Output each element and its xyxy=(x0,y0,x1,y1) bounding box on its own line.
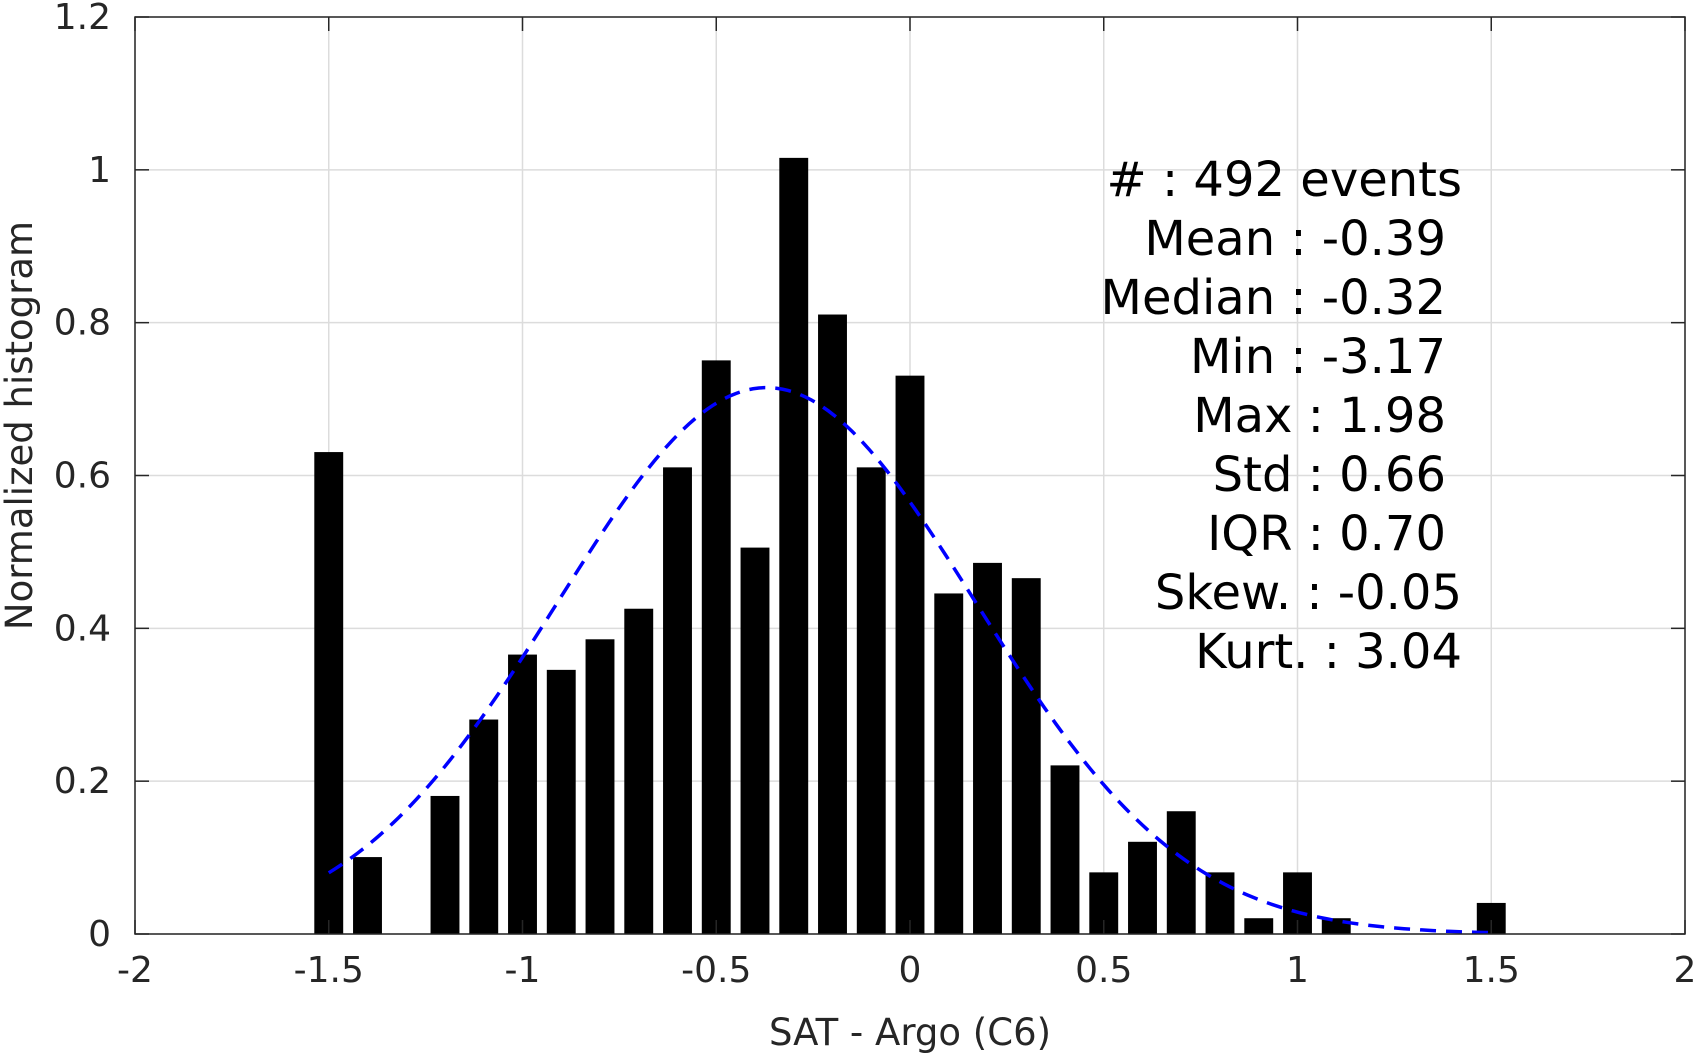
stat-line: IQR : 0.70 xyxy=(1207,506,1446,562)
histogram-bar xyxy=(740,547,770,935)
histogram-bar xyxy=(701,360,731,935)
x-tick-label: -1 xyxy=(505,950,541,991)
x-axis-ticks: -2 -1.5 -1 -0.5 0 0.5 1 1.5 2 xyxy=(117,17,1696,991)
histogram-bar xyxy=(1166,811,1196,935)
x-tick-label: -1.5 xyxy=(294,950,364,991)
x-tick-label: -0.5 xyxy=(681,950,751,991)
histogram-bar xyxy=(818,314,847,935)
histogram-bar xyxy=(585,639,615,935)
histogram-bar xyxy=(1050,765,1080,935)
normal-fit-curve xyxy=(327,385,1492,935)
histogram-bars xyxy=(314,157,1506,935)
x-tick-label: 0.5 xyxy=(1075,950,1132,991)
x-tick-label: 2 xyxy=(1674,950,1697,991)
stat-line: Std : 0.66 xyxy=(1213,447,1446,503)
histogram-bar xyxy=(895,375,925,935)
stat-line: Max : 1.98 xyxy=(1193,388,1446,444)
y-tick-label: 0.4 xyxy=(54,608,111,649)
stat-line: Skew. : -0.05 xyxy=(1155,565,1462,621)
histogram-bar xyxy=(546,669,576,935)
histogram-bar xyxy=(1244,918,1274,935)
x-tick-label: 0 xyxy=(899,950,922,991)
x-tick-label: -2 xyxy=(117,950,153,991)
y-tick-label: 1 xyxy=(88,150,111,191)
stat-line: Median : -0.32 xyxy=(1101,270,1446,326)
histogram-bar xyxy=(1128,841,1157,935)
y-tick-label: 0.8 xyxy=(54,303,111,344)
x-axis-label: SAT - Argo (C6) xyxy=(769,1011,1051,1054)
y-axis-ticks: 0 0.2 0.4 0.6 0.8 1 1.2 xyxy=(54,0,1685,955)
y-axis-label: Normalized histogram xyxy=(0,221,41,630)
stat-line: Mean : -0.39 xyxy=(1144,211,1446,267)
histogram-bar xyxy=(353,857,382,935)
histogram-bar xyxy=(663,467,692,935)
y-tick-label: 0.6 xyxy=(54,456,111,497)
stat-line: # : 492 events xyxy=(1107,152,1463,208)
y-tick-label: 0 xyxy=(88,914,111,955)
histogram-bar xyxy=(508,654,537,935)
histogram-bar xyxy=(469,719,499,935)
x-tick-label: 1.5 xyxy=(1463,950,1520,991)
histogram-bar xyxy=(624,608,654,935)
x-tick-label: 1 xyxy=(1286,950,1309,991)
histogram-bar xyxy=(430,795,460,935)
histogram-bar xyxy=(934,593,964,935)
y-tick-label: 1.2 xyxy=(54,0,111,38)
histogram-bar xyxy=(1011,578,1041,935)
histogram-bar xyxy=(973,562,1002,935)
y-tick-label: 0.2 xyxy=(54,761,111,802)
histogram-bar xyxy=(856,467,886,935)
stat-line: Kurt. : 3.04 xyxy=(1195,624,1462,680)
stat-line: Min : -3.17 xyxy=(1190,329,1446,385)
histogram-bar xyxy=(314,452,344,935)
histogram-bar xyxy=(779,157,809,935)
